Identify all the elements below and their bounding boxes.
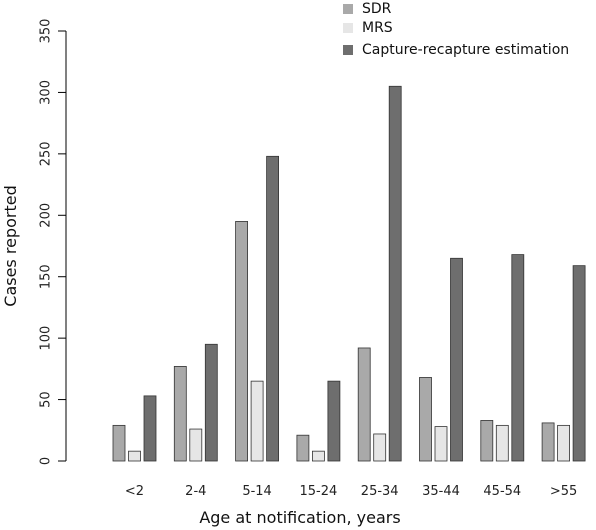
- bar-2-6: [511, 254, 525, 462]
- y-tick-label: 0: [39, 457, 54, 465]
- bar-1-3: [311, 450, 325, 462]
- x-tick-label: 5-14: [242, 484, 272, 499]
- y-tick-label: 50: [39, 391, 54, 408]
- x-tick-label: 15-24: [300, 484, 338, 499]
- legend-swatch-1: [343, 23, 353, 33]
- x-tick-label: 45-54: [483, 484, 521, 499]
- bar-0-2: [235, 221, 249, 462]
- bars: [112, 85, 586, 462]
- bar-0-7: [541, 422, 555, 462]
- legend: SDR MRS Capture-recapture estimation: [343, 1, 569, 58]
- x-axis-tick-labels: <2 2-4 5-14 15-24 25-34 35-44 45-54 >55: [125, 484, 577, 499]
- bar-1-5: [434, 426, 448, 462]
- y-tick-label: 300: [39, 80, 54, 105]
- bar-2-7: [572, 265, 586, 462]
- bar-2-2: [266, 155, 280, 462]
- y-axis: 0 50 100 150 200 250 300 350: [39, 19, 67, 465]
- bar-0-0: [112, 424, 126, 462]
- bar-2-5: [450, 257, 463, 462]
- legend-label-2: Capture-recapture estimation: [362, 42, 569, 58]
- bar-0-1: [173, 365, 187, 462]
- x-tick-label: 35-44: [422, 484, 460, 499]
- x-tick-label: 2-4: [185, 484, 206, 499]
- bar-1-4: [373, 433, 387, 462]
- bar-2-4: [388, 85, 402, 462]
- y-tick-label: 250: [39, 141, 54, 166]
- x-tick-label: <2: [125, 484, 144, 499]
- y-tick-label: 100: [39, 326, 54, 351]
- bar-0-6: [480, 420, 494, 462]
- y-tick-label: 200: [39, 203, 54, 228]
- bar-0-3: [296, 434, 310, 462]
- bar-1-1: [189, 428, 203, 462]
- legend-label-0: SDR: [362, 1, 392, 17]
- y-axis-title: Cases reported: [1, 185, 20, 306]
- bar-1-6: [495, 424, 509, 462]
- y-tick-label: 350: [39, 19, 54, 44]
- x-tick-label: >55: [550, 484, 577, 499]
- bar-1-0: [128, 450, 141, 462]
- x-axis-title: Age at notification, years: [199, 508, 400, 527]
- legend-swatch-0: [343, 4, 353, 14]
- bar-1-7: [557, 424, 570, 462]
- bar-1-2: [250, 380, 264, 462]
- legend-swatch-2: [343, 45, 353, 55]
- bar-2-1: [204, 343, 218, 462]
- bar-2-3: [327, 380, 341, 462]
- y-tick-label: 150: [39, 264, 54, 289]
- legend-label-1: MRS: [362, 20, 393, 36]
- bar-2-0: [143, 395, 157, 462]
- bar-0-4: [357, 347, 371, 462]
- bar-0-5: [419, 377, 432, 462]
- x-tick-label: 25-34: [361, 484, 399, 499]
